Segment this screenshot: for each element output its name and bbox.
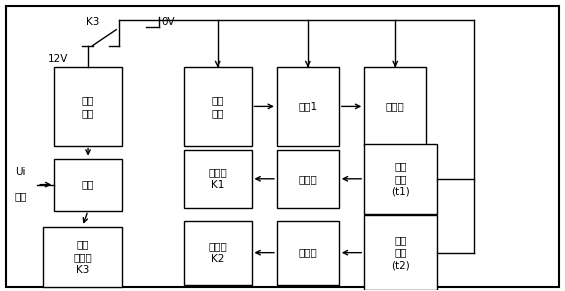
Bar — [277, 67, 339, 146]
Text: 0V: 0V — [162, 17, 175, 27]
Text: 晶体
分频: 晶体 分频 — [211, 95, 224, 118]
Text: Ui: Ui — [15, 166, 25, 177]
Bar — [184, 67, 251, 146]
Bar — [364, 144, 437, 214]
Bar — [54, 67, 122, 146]
Text: 瞬动
继电器
K3: 瞬动 继电器 K3 — [73, 239, 92, 275]
Text: K3: K3 — [86, 17, 99, 27]
Bar — [43, 227, 122, 288]
Text: 直流: 直流 — [15, 191, 27, 201]
Bar — [184, 150, 251, 208]
Text: 分频1: 分频1 — [298, 101, 318, 111]
Bar — [364, 215, 437, 290]
Bar — [277, 150, 339, 208]
Bar — [54, 159, 122, 211]
Text: 整定
开关
(t1): 整定 开关 (t1) — [392, 161, 410, 197]
Text: 驱动器: 驱动器 — [298, 248, 317, 258]
Text: 驱动器: 驱动器 — [298, 174, 317, 184]
Text: 计数器: 计数器 — [386, 101, 405, 111]
Text: 整定
开关
(t2): 整定 开关 (t2) — [392, 235, 410, 270]
Text: 储能
电源: 储能 电源 — [82, 95, 94, 118]
Text: 继电器
K2: 继电器 K2 — [208, 241, 227, 264]
Text: 降压: 降压 — [82, 180, 94, 190]
Text: 12V: 12V — [48, 54, 68, 64]
Bar — [184, 221, 251, 285]
Text: 继电器
K1: 继电器 K1 — [208, 167, 227, 190]
Bar — [364, 67, 426, 146]
Bar — [277, 221, 339, 285]
